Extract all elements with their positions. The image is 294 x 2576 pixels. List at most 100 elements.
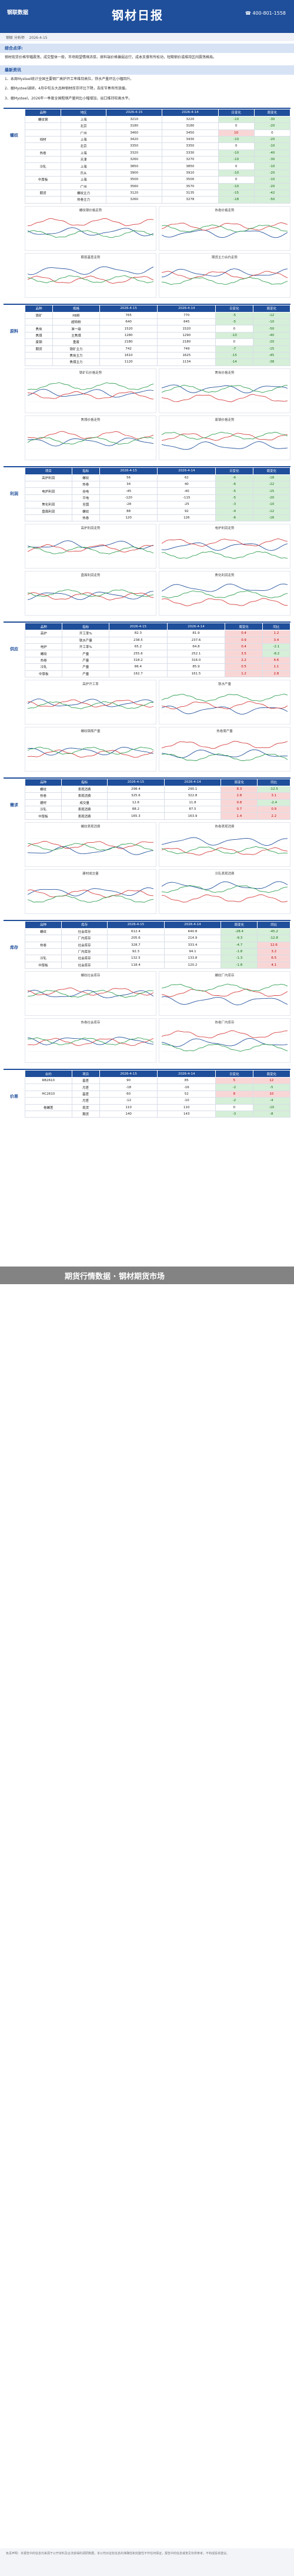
table-cell: -2.1	[262, 643, 291, 651]
table-row: 高炉利润 螺纹 56 62 -6 -18	[25, 474, 291, 482]
table-row: 期货 螺纹主力 3120 3135 -15 -42	[24, 189, 291, 197]
series-line	[162, 740, 288, 749]
table-cell: 8.3	[220, 785, 258, 793]
table-cell: 主焦煤	[52, 331, 100, 340]
data-block: 需求 品种 指标 2026-4-15 2026-4-14 周变化 同比 螺纹 表观消费 298.4…	[4, 777, 290, 916]
table-header: 项目	[71, 1070, 100, 1078]
block-label: 价差	[10, 1094, 18, 1099]
table-cell: -20	[253, 169, 291, 177]
block-label: 螺纹	[10, 132, 18, 138]
series-line	[162, 881, 288, 890]
table-header: 周变化	[225, 623, 263, 631]
table-cell: -50	[253, 196, 291, 204]
table-cell: 高炉	[24, 630, 63, 637]
report-header: 钢联数据 钢材日报 ☎ 400-801-1558	[0, 0, 294, 33]
table-cell: 广州	[61, 129, 107, 137]
table-cell: -15	[252, 487, 291, 495]
table-cell: 3260	[106, 196, 163, 204]
chart-title: 铁矿石价格走势	[79, 371, 102, 375]
table-cell: 205.6	[107, 935, 165, 942]
series-line	[28, 699, 153, 708]
table-cell: RB2610	[25, 1076, 72, 1085]
table-cell: 3260	[106, 155, 163, 164]
table-cell: 3900	[106, 169, 163, 177]
news-item: 3、据Mysteel，2026年一季度全国粗钢产量同比小幅增加，出口维持较高水平…	[5, 97, 132, 101]
table-cell: -18	[252, 474, 291, 482]
chart-panel: 螺纹钢周产量	[25, 726, 156, 772]
chart-title: 焦煤价格走势	[81, 418, 101, 422]
table-cell: 社会库存	[61, 961, 108, 969]
data-block: 螺纹 品种 地区 2026-4-15 2026-4-14 日变化 周变化 螺纹钢 上海 3210 3…	[4, 107, 291, 300]
table-cell: -45	[99, 487, 158, 495]
table-cell: 0.4	[225, 643, 263, 651]
series-line	[28, 1037, 153, 1045]
table-cell: 焦化利润	[25, 501, 72, 508]
table-cell: 社会库存	[61, 955, 108, 962]
table-cell: -10	[218, 135, 255, 144]
series-line	[28, 988, 153, 996]
table-row: 热卷 社会库存 328.7 333.4 -4.7 12.6	[24, 941, 290, 949]
series-line	[162, 590, 288, 599]
table-cell: -10	[218, 169, 255, 177]
table-cell: 12.6	[257, 941, 290, 949]
table-cell: 3320	[106, 149, 163, 157]
chart-panel: 铁矿石价格走势	[25, 368, 156, 413]
table-cell: 214.9	[163, 935, 222, 942]
table-header: 品种	[24, 304, 54, 313]
series-line	[162, 701, 288, 710]
chart-grid: 螺纹表观消费 热卷表观消费 建材成交量 冷轧表观消费	[25, 820, 290, 916]
chart-title: 电炉利润走势	[215, 527, 235, 531]
table-cell: 期货	[24, 345, 54, 353]
table-row: 月差 -12 -10 -2 -4	[25, 1097, 291, 1105]
table-cell: 140	[99, 1110, 158, 1118]
table-cell: 88.2	[107, 805, 165, 813]
table-cell: 110	[99, 1103, 158, 1111]
table-header: 同比	[257, 920, 290, 929]
table-cell: 1520	[157, 325, 216, 333]
disclaimer: 免责声明：本报告中的信息均来源于公开资料及合法获得的调研数据，本公司对这些信息的…	[0, 2548, 294, 2576]
table-row: 超特粉 640 645 -5 -10	[24, 318, 291, 326]
table-cell: -5	[252, 1083, 291, 1091]
table-cell: -45	[252, 351, 291, 360]
chart-svg	[28, 743, 153, 760]
table-cell	[24, 142, 62, 150]
chart-svg	[28, 587, 153, 604]
table-cell: 92	[157, 507, 216, 515]
chart-svg	[28, 838, 153, 856]
table-cell: 118.4	[107, 961, 165, 969]
table-cell: 3120	[106, 189, 163, 197]
news-title: 最新资讯	[0, 65, 294, 75]
table-row: 天津 3260 3270 -10 -30	[24, 155, 291, 164]
table-cell	[24, 358, 54, 366]
table-cell: 161.5	[166, 670, 226, 677]
table-cell: 中厚板	[24, 961, 62, 969]
table-cell: -5	[215, 311, 253, 320]
table-cell: 2.8	[220, 792, 258, 800]
table-cell: 1610	[99, 351, 158, 360]
series-line	[162, 230, 288, 238]
chart-title: 热卷周产量	[216, 729, 233, 733]
table-cell: -6	[215, 514, 253, 522]
chart-svg	[162, 539, 288, 560]
table-cell: 焦煤主力	[52, 358, 100, 366]
table-cell: -38	[252, 358, 291, 366]
chart-svg	[28, 382, 153, 402]
table-cell: -10	[252, 1103, 291, 1111]
table-cell: 谷电	[71, 487, 100, 495]
chart-svg	[28, 696, 153, 713]
table-cell: 1625	[157, 351, 216, 360]
table-cell: 3.4	[262, 636, 291, 644]
table-header: 2026-4-14	[162, 108, 219, 117]
table-cell: 全国	[71, 501, 100, 508]
series-line	[162, 749, 288, 758]
chart-panel: 热卷表观消费	[159, 822, 290, 867]
table-cell: 3500	[106, 176, 163, 184]
chart-grid: 高炉开工率 铁水产量 螺纹钢周产量 热卷周产量	[25, 677, 290, 774]
table-header: 日变化	[215, 1070, 253, 1078]
table-cell: 1134	[157, 358, 216, 366]
series-line	[28, 437, 153, 447]
table-header: 指标	[62, 623, 110, 631]
chart-svg	[162, 740, 288, 762]
table-row: 月差 -18 -16 -2 -5	[25, 1083, 291, 1091]
series-line	[28, 846, 153, 855]
